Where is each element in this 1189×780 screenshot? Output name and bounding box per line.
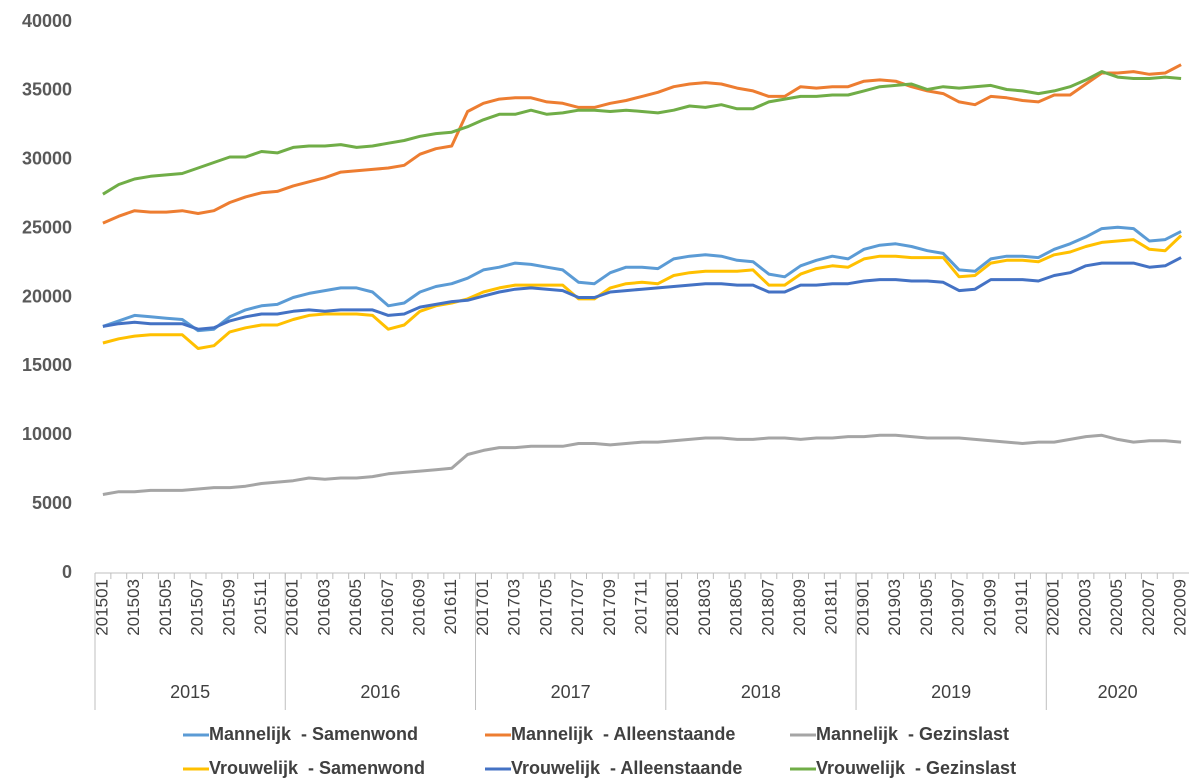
x-group-label: 2016: [360, 682, 400, 702]
x-tick-label: 201903: [885, 579, 904, 636]
x-tick-label: 201803: [695, 579, 714, 636]
y-tick-label: 30000: [22, 149, 72, 169]
x-tick-label: 201801: [663, 579, 682, 636]
y-tick-label: 40000: [22, 11, 72, 31]
x-tick-label: 201607: [378, 579, 397, 636]
x-tick-label: 201603: [314, 579, 333, 636]
x-tick-label: 201909: [980, 579, 999, 636]
x-tick-label: 201503: [124, 579, 143, 636]
series-line: [102, 70, 1182, 196]
x-tick-label: 201701: [473, 579, 492, 636]
x-tick-label: 201807: [758, 579, 777, 636]
x-tick-label: 201905: [917, 579, 936, 636]
x-tick-label: 201711: [631, 579, 650, 634]
x-tick-label: 201811: [822, 579, 841, 634]
x-group-label: 2019: [931, 682, 971, 702]
x-tick-label: 201911: [1012, 579, 1031, 634]
x-group-label: 2015: [170, 682, 210, 702]
x-tick-label: 201705: [536, 579, 555, 636]
x-tick-label: 201709: [600, 579, 619, 636]
x-tick-label: 201501: [92, 579, 111, 636]
x-tick-label: 201505: [156, 579, 175, 636]
legend-label: Vrouwelijk - Gezinslast: [816, 758, 1016, 778]
y-tick-label: 15000: [22, 355, 72, 375]
legend-label: Mannelijk - Gezinslast: [816, 724, 1009, 744]
series-line: [102, 256, 1182, 331]
x-group-label: 2018: [741, 682, 781, 702]
x-tick-label: 201703: [505, 579, 524, 636]
x-tick-label: 202007: [1139, 579, 1158, 636]
series-line: [102, 63, 1182, 225]
x-tick-label: 201901: [853, 579, 872, 636]
legend-label: Vrouwelijk - Samenwond: [209, 758, 425, 778]
legend-label: Mannelijk - Alleenstaande: [511, 724, 735, 744]
x-tick-label: 202003: [1075, 579, 1094, 636]
series-line: [102, 433, 1182, 496]
series-line: [102, 234, 1183, 350]
y-tick-label: 35000: [22, 80, 72, 100]
legend-label: Mannelijk - Samenwond: [209, 724, 418, 744]
x-tick-label: 201809: [790, 579, 809, 636]
x-tick-label: 201805: [727, 579, 746, 636]
y-tick-label: 5000: [32, 493, 72, 513]
y-tick-label: 0: [62, 562, 72, 582]
x-tick-label: 201507: [188, 579, 207, 636]
x-group-label: 2020: [1098, 682, 1138, 702]
x-tick-label: 201609: [410, 579, 429, 636]
x-tick-label: 201707: [568, 579, 587, 636]
legend-label: Vrouwelijk - Alleenstaande: [511, 758, 742, 778]
x-tick-label: 201907: [949, 579, 968, 636]
x-tick-label: 202005: [1107, 579, 1126, 636]
y-tick-label: 10000: [22, 424, 72, 444]
y-tick-label: 25000: [22, 217, 72, 237]
x-tick-label: 201611: [441, 579, 460, 634]
x-tick-label: 202009: [1171, 579, 1189, 636]
x-tick-label: 201601: [283, 579, 302, 636]
x-tick-label: 201605: [346, 579, 365, 636]
x-group-label: 2017: [551, 682, 591, 702]
x-tick-label: 201511: [251, 579, 270, 634]
y-tick-label: 20000: [22, 286, 72, 306]
x-tick-label: 201509: [219, 579, 238, 636]
series-line: [102, 225, 1182, 333]
x-tick-label: 202001: [1044, 579, 1063, 636]
